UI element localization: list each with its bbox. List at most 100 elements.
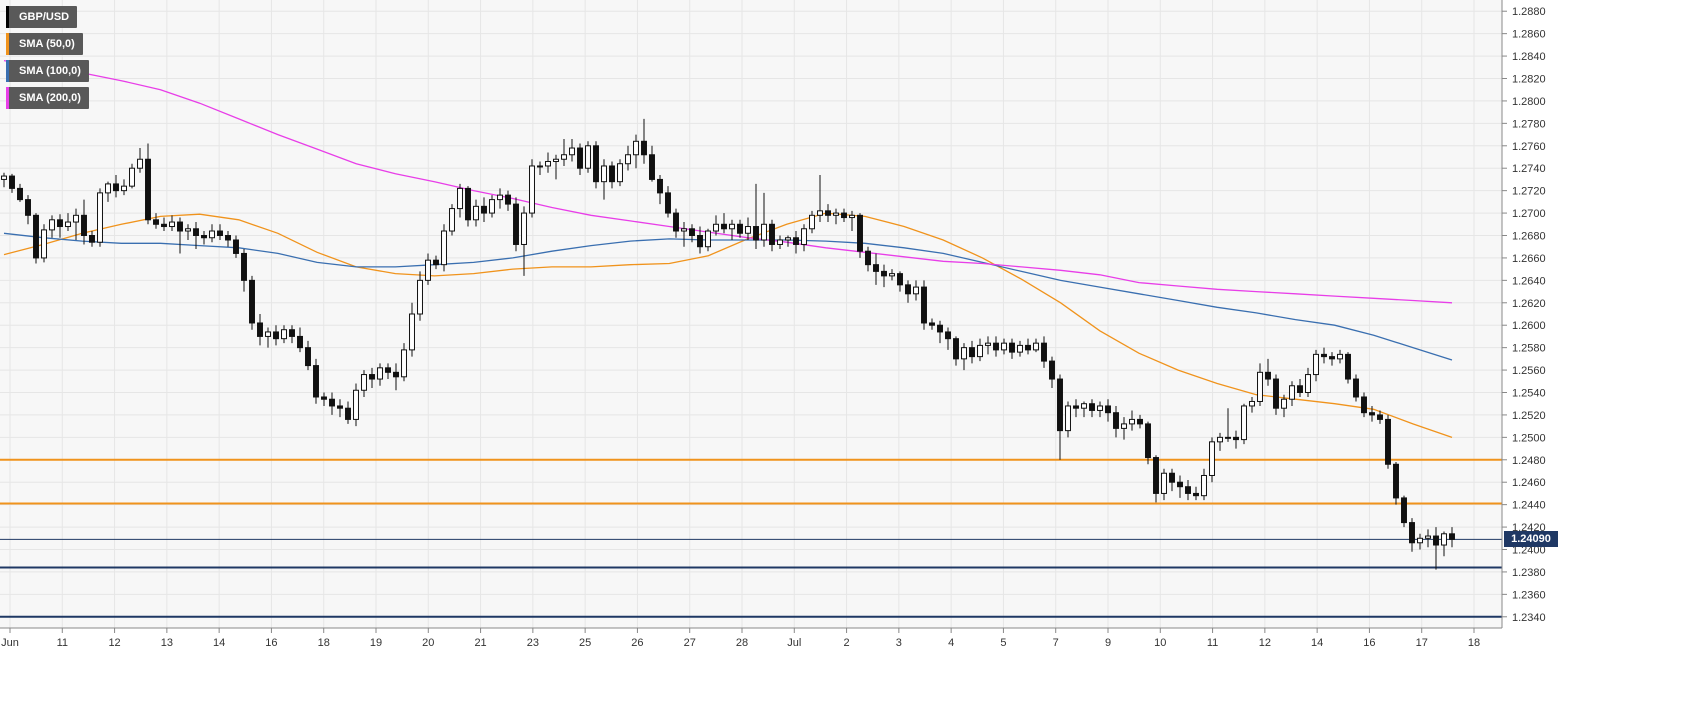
legend-item-sma50[interactable]: SMA (50,0) — [6, 33, 83, 55]
candle-down — [1145, 423, 1151, 459]
candle-up — [777, 239, 783, 245]
candle-up — [761, 223, 767, 241]
candle-down — [865, 250, 871, 266]
candle-down — [313, 365, 319, 398]
candle-up — [1441, 533, 1447, 546]
candle-down — [1369, 412, 1375, 416]
y-tick-label: 1.2740 — [1512, 163, 1546, 175]
x-tick-label: 5 — [1000, 637, 1006, 649]
candle-up — [121, 185, 127, 192]
candle-up — [49, 219, 55, 231]
y-tick-label: 1.2820 — [1512, 74, 1546, 86]
x-tick-label: 14 — [1311, 637, 1323, 649]
candle-up — [1257, 371, 1263, 402]
legend-item-symbol[interactable]: GBP/USD — [6, 6, 78, 28]
candle-up — [729, 223, 735, 230]
candle-up — [833, 212, 839, 216]
candle-down — [1273, 378, 1279, 409]
candle-down — [329, 398, 335, 407]
candle-down — [33, 214, 39, 259]
candle-down — [1025, 344, 1031, 351]
legend-label: SMA (100,0) — [19, 65, 81, 77]
candle-up — [473, 205, 479, 221]
candle-down — [1345, 353, 1351, 380]
candle-down — [1329, 356, 1335, 360]
x-tick-label: 18 — [318, 637, 330, 649]
candle-down — [337, 405, 343, 409]
horizontal-levels — [0, 458, 1502, 618]
grid — [0, 0, 1502, 628]
candle-up — [1001, 342, 1007, 351]
candle-up — [713, 223, 719, 232]
candle-up — [449, 208, 455, 232]
candle-up — [489, 199, 495, 214]
candle-down — [1113, 412, 1119, 429]
candle-down — [1409, 522, 1415, 544]
candle-up — [1417, 537, 1423, 544]
y-tick-label: 1.2400 — [1512, 545, 1546, 557]
candle-up — [457, 187, 463, 210]
candle-up — [585, 145, 591, 169]
x-tick-label: 4 — [948, 637, 954, 649]
y-tick-label: 1.2520 — [1512, 410, 1546, 422]
candle-down — [145, 158, 151, 221]
candle-up — [553, 158, 559, 162]
candle-down — [873, 264, 879, 272]
x-tick-label: Jul — [787, 637, 801, 649]
candle-up — [417, 279, 423, 315]
legend-label: SMA (200,0) — [19, 92, 81, 104]
candle-up — [521, 212, 527, 245]
legend-item-sma100[interactable]: SMA (100,0) — [6, 60, 89, 82]
candle-down — [673, 212, 679, 232]
candle-up — [889, 273, 895, 277]
candle-up — [1161, 472, 1167, 494]
candle-up — [401, 349, 407, 378]
candle-down — [249, 279, 255, 324]
candle-down — [737, 223, 743, 234]
candle-down — [665, 192, 671, 214]
candle-down — [1089, 403, 1095, 411]
candle-up — [1121, 423, 1127, 429]
candle-down — [153, 219, 159, 225]
x-tick-label: 13 — [161, 637, 173, 649]
y-tick-label: 1.2760 — [1512, 141, 1546, 153]
candle-up — [633, 140, 639, 156]
candle-up — [545, 160, 551, 167]
y-tick-label: 1.2800 — [1512, 96, 1546, 108]
x-tick-label: 21 — [474, 637, 486, 649]
candle-down — [505, 194, 511, 205]
y-tick-label: 1.2340 — [1512, 612, 1546, 624]
candle-down — [649, 154, 655, 180]
x-tick-label: 18 — [1468, 637, 1480, 649]
candle-up — [1209, 441, 1215, 476]
candle-down — [857, 214, 863, 252]
x-tick-label: 17 — [1416, 637, 1428, 649]
y-tick-label: 1.2780 — [1512, 118, 1546, 130]
candle-up — [41, 229, 47, 259]
candle-up — [1313, 353, 1319, 376]
candle-up — [441, 230, 447, 266]
x-tick-label: 12 — [108, 637, 120, 649]
sma-line — [3, 232, 1453, 361]
candle-down — [1137, 418, 1143, 425]
candle-down — [1233, 436, 1239, 441]
candle-up — [529, 165, 535, 214]
candle-up — [169, 221, 175, 228]
candle-down — [273, 331, 279, 340]
candle-down — [161, 223, 167, 228]
x-tick-label: 26 — [631, 637, 643, 649]
y-tick-label: 1.2840 — [1512, 51, 1546, 63]
candle-up — [569, 147, 575, 156]
candle-down — [385, 367, 391, 373]
legend-item-sma200[interactable]: SMA (200,0) — [6, 87, 89, 109]
candle-down — [393, 371, 399, 378]
y-tick-label: 1.2480 — [1512, 455, 1546, 467]
candle-up — [1097, 405, 1103, 411]
candle-up — [1129, 418, 1135, 425]
candle-down — [609, 165, 615, 183]
candle-up — [1425, 535, 1431, 539]
y-tick-label: 1.2860 — [1512, 29, 1546, 41]
candle-down — [825, 210, 831, 216]
